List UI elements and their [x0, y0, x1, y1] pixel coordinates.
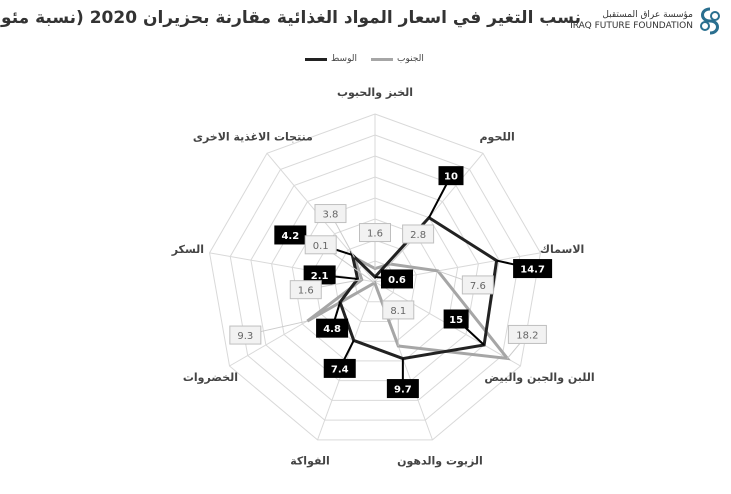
data-label-box	[443, 309, 469, 329]
data-label-box	[461, 275, 494, 295]
data-label: 10	[444, 172, 458, 183]
data-label: 7.4	[331, 364, 349, 375]
chart-title: نسب التغير في اسعار المواد الغذائية مقار…	[0, 8, 581, 28]
data-label-box	[323, 358, 356, 378]
data-label: 0.1	[313, 241, 329, 252]
data-label-box	[438, 166, 464, 186]
data-label: 18.2	[516, 330, 538, 341]
grid-ring	[229, 134, 521, 421]
logo-text-ar: مؤسسة عراق المستقبل	[602, 10, 693, 20]
legend-item-center: الوسط	[305, 54, 357, 64]
category-label: اللبن والجبن والبيض	[484, 371, 594, 384]
legend-swatch	[370, 57, 393, 61]
data-label: 1.6	[367, 229, 383, 240]
grid-ring	[250, 155, 500, 401]
category-label: الفواكة	[290, 455, 330, 468]
data-label-box	[507, 324, 547, 344]
data-label: 3.8	[323, 210, 339, 221]
data-label-box	[229, 325, 262, 345]
legend-swatch	[305, 57, 327, 61]
data-label-box	[314, 204, 347, 224]
series-line	[338, 215, 499, 361]
category-label: السكر	[171, 243, 204, 256]
data-label: 4.8	[323, 324, 341, 335]
data-label-box	[402, 224, 435, 244]
category-label: الخضروات	[183, 371, 238, 384]
data-label: 4.2	[281, 231, 299, 242]
data-label: 7.6	[470, 281, 486, 292]
grid-ring	[333, 239, 417, 322]
data-label-box	[381, 269, 413, 289]
data-label: 9.7	[394, 385, 412, 396]
data-label-box	[382, 300, 415, 320]
data-label-box	[386, 379, 419, 399]
category-label: الخبز والحبوب	[337, 86, 413, 99]
data-label: 2.1	[311, 271, 329, 282]
data-label-box	[359, 223, 391, 243]
legend-label: الجنوب	[396, 54, 424, 64]
data-label-box	[304, 235, 337, 255]
category-label: منتجات الاغذية الاخرى	[193, 130, 313, 143]
data-label: 15	[449, 315, 463, 326]
category-label: الاسماك	[540, 243, 584, 256]
data-label: 8.1	[390, 306, 406, 317]
data-label: 2.8	[410, 230, 426, 241]
data-label-box	[289, 280, 322, 300]
data-label: 9.3	[237, 331, 253, 342]
data-label: 14.7	[520, 265, 545, 276]
logo: مؤسسة عراق المستقبل IRAQ FUTURE FOUNDATIO…	[570, 6, 723, 36]
logo-icon	[700, 7, 720, 35]
data-label: 1.6	[298, 286, 314, 297]
data-label: 0.6	[388, 275, 406, 286]
logo-text-en: IRAQ FUTURE FOUNDATION	[570, 21, 693, 31]
data-label-box	[316, 318, 349, 338]
legend-label: الوسط	[331, 54, 357, 64]
data-label-box	[513, 259, 553, 279]
category-label: الزيوت والدهون	[397, 455, 483, 468]
legend: الجنوب الوسط	[305, 54, 424, 64]
data-label-box	[274, 225, 307, 245]
legend-item-south: الجنوب	[370, 54, 424, 64]
category-label: اللحوم	[479, 130, 514, 143]
grid-ring	[209, 113, 541, 441]
